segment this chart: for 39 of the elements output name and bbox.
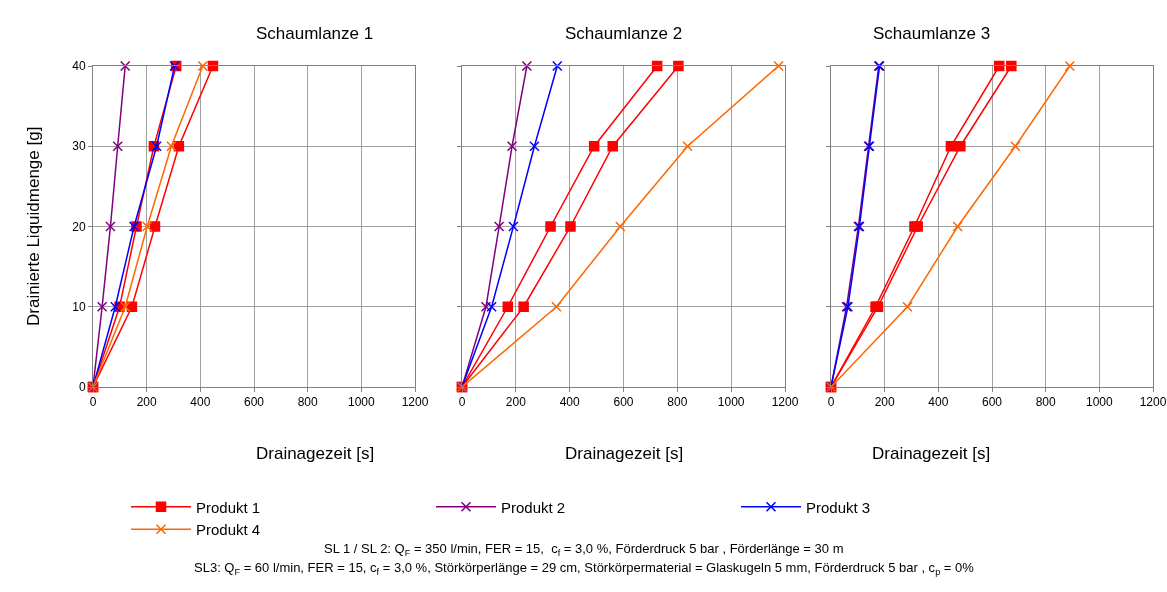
y-tick-label: 10 bbox=[72, 299, 86, 314]
y-tick-label: 30 bbox=[72, 139, 86, 154]
x-tick-label: 1000 bbox=[347, 395, 375, 410]
x-tick-label: 800 bbox=[297, 395, 318, 410]
y-tick-label: 0 bbox=[78, 380, 86, 395]
chart-title: Schaumlanze 3 bbox=[873, 24, 991, 43]
x-tick-label: 600 bbox=[243, 395, 265, 410]
x-tick-label: 0 bbox=[827, 395, 835, 410]
x-tick-label: 0 bbox=[458, 395, 466, 410]
text: SL3: Q$_{F}$ = 60 l/min, FER = 15, c$_{f}$ = 3,0 %, Störkörperlänge = 29 cm, Störkörpermaterial = Glaskugeln 5 mm, Förderdruck 5 bar , c$_{p}$ = 0% bbox=[194, 560, 975, 577]
x-tick-label: 1000 bbox=[717, 395, 745, 410]
x-tick-label: 600 bbox=[613, 395, 634, 410]
legend-label: Produkt 1 bbox=[196, 498, 261, 516]
legend-label: Produkt 3 bbox=[806, 498, 871, 516]
x-tick-label: 1200 bbox=[1139, 395, 1167, 410]
text: SL 1 / SL 2: Q$_{F}$ = 350 l/min, FER = 15, c$_{f}$ = 3,0 %, Förderdruck 5 bar , Förderlänge = 30 m bbox=[324, 541, 844, 558]
legend-label: Produkt 4 bbox=[196, 521, 261, 539]
x-tick-label: 600 bbox=[981, 395, 1003, 410]
x-tick-label: 400 bbox=[928, 395, 949, 410]
chart-title: Schaumlanze 1 bbox=[256, 24, 374, 43]
x-axis-title: Drainagezeit [s] bbox=[565, 444, 684, 463]
chart-title: Schaumlanze 2 bbox=[565, 24, 683, 43]
x-tick-label: 200 bbox=[505, 395, 527, 410]
y-axis-title: Drainierte Liquidmenge [g] bbox=[24, 126, 43, 326]
x-tick-label: 400 bbox=[190, 395, 211, 410]
x-tick-label: 200 bbox=[136, 395, 157, 410]
x-tick-label: 0 bbox=[89, 395, 97, 410]
y-tick-label: 20 bbox=[72, 219, 86, 234]
x-tick-label: 1000 bbox=[1085, 395, 1113, 410]
x-axis-title: Drainagezeit [s] bbox=[872, 444, 991, 463]
x-tick-label: 1200 bbox=[401, 395, 429, 410]
x-tick-label: 800 bbox=[1035, 395, 1056, 410]
x-tick-label: 1200 bbox=[771, 395, 799, 410]
x-axis-title: Drainagezeit [s] bbox=[256, 444, 375, 463]
x-tick-label: 800 bbox=[667, 395, 688, 410]
legend-label: Produkt 2 bbox=[501, 498, 566, 516]
y-tick-label: 40 bbox=[72, 59, 86, 74]
x-tick-label: 400 bbox=[559, 395, 580, 410]
x-tick-label: 200 bbox=[874, 395, 895, 410]
